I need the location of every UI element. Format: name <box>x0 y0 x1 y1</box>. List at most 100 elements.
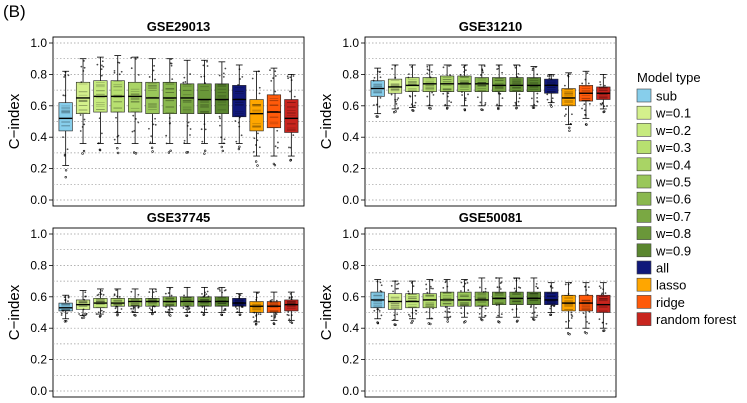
data-point <box>380 284 383 287</box>
box-w=0.5 <box>145 58 160 153</box>
box-w=0.3 <box>110 288 125 317</box>
data-point <box>207 295 210 298</box>
data-point <box>476 96 479 99</box>
box-w=0.1 <box>75 58 91 155</box>
box-w=0.7 <box>180 286 195 317</box>
outlier-point <box>411 319 414 323</box>
box-body <box>180 83 195 114</box>
data-point <box>565 320 567 323</box>
data-point <box>373 104 375 107</box>
data-point <box>379 76 382 79</box>
data-point <box>391 67 393 70</box>
data-point <box>479 101 482 104</box>
data-point <box>292 134 295 137</box>
data-point <box>63 153 66 156</box>
data-point <box>530 97 533 100</box>
legend-swatch-w=0.4 <box>636 157 652 172</box>
outlier-point <box>290 321 294 325</box>
outlier-point <box>203 149 207 153</box>
data-point <box>132 310 135 313</box>
data-point <box>254 144 257 146</box>
data-point <box>83 298 86 301</box>
data-point <box>531 312 534 315</box>
data-point <box>150 135 153 138</box>
data-point <box>500 313 503 316</box>
box-body <box>266 94 282 129</box>
data-point <box>600 103 603 106</box>
outlier-point <box>497 107 500 111</box>
data-point <box>115 116 117 119</box>
data-point <box>100 309 103 312</box>
data-point <box>83 60 85 62</box>
y-tick-label: 0.0 <box>30 384 47 398</box>
legend-swatch-w=0.1 <box>636 105 652 120</box>
outlier-point <box>463 108 467 112</box>
data-point <box>63 76 66 78</box>
data-point <box>235 140 238 143</box>
data-point <box>220 136 222 139</box>
panels: 0.00.20.40.60.81.0GSE29013C−index0.00.20… <box>6 19 617 398</box>
data-point <box>102 293 105 296</box>
data-point <box>447 92 450 95</box>
data-point <box>535 285 538 288</box>
data-point <box>200 75 203 78</box>
data-point <box>484 307 487 310</box>
data-point <box>185 305 187 308</box>
outlier-point <box>411 109 414 112</box>
outlier-point <box>272 162 276 166</box>
data-point <box>484 287 487 290</box>
data-point <box>466 281 469 284</box>
data-point <box>84 295 87 298</box>
data-point <box>255 296 258 299</box>
data-point <box>448 307 451 310</box>
data-point <box>535 282 538 285</box>
data-point <box>164 310 167 313</box>
data-point <box>115 289 118 292</box>
data-point <box>459 73 462 76</box>
data-point <box>396 313 399 316</box>
data-point <box>432 307 434 310</box>
data-point <box>154 78 156 81</box>
chart-panel-GSE37745: 0.0 0.2 0.4 0.6 0.8 1.0 GSE37745 C−index <box>6 210 305 398</box>
data-point <box>237 121 240 124</box>
data-point <box>113 69 116 72</box>
legend-label: w=0.4 <box>655 157 691 172</box>
data-point <box>241 306 244 308</box>
data-point <box>289 146 292 149</box>
data-point <box>153 64 156 67</box>
legend-title: Model type <box>637 70 701 85</box>
data-point <box>251 77 254 80</box>
outlier-point <box>151 312 154 316</box>
box-w=0.2 <box>93 288 108 318</box>
box-body <box>249 301 264 313</box>
data-point <box>67 295 70 298</box>
data-point <box>408 94 411 97</box>
y-tick-label: 0.4 <box>342 321 359 335</box>
data-point <box>258 92 261 95</box>
outlier-point <box>583 331 587 334</box>
data-point <box>183 294 185 297</box>
data-point <box>499 92 502 95</box>
data-point <box>518 277 521 280</box>
data-point <box>581 82 584 85</box>
data-point <box>206 290 209 293</box>
data-point <box>120 70 123 73</box>
data-point <box>200 311 203 313</box>
data-point <box>448 311 451 314</box>
box-w=0.1 <box>387 280 403 327</box>
outlier-point <box>220 313 224 317</box>
data-point <box>83 123 86 126</box>
y-tick-label: 0.6 <box>30 290 47 304</box>
y-tick-label: 0.6 <box>342 99 359 113</box>
data-point <box>464 69 467 72</box>
data-point <box>187 121 190 124</box>
data-point <box>100 74 103 77</box>
outlier-point <box>549 103 552 107</box>
box-body <box>128 81 143 113</box>
outlier-point <box>446 106 449 109</box>
data-point <box>238 295 241 298</box>
plot-frame <box>364 36 617 207</box>
data-point <box>189 134 191 136</box>
data-point <box>202 295 205 298</box>
data-point <box>462 66 465 69</box>
